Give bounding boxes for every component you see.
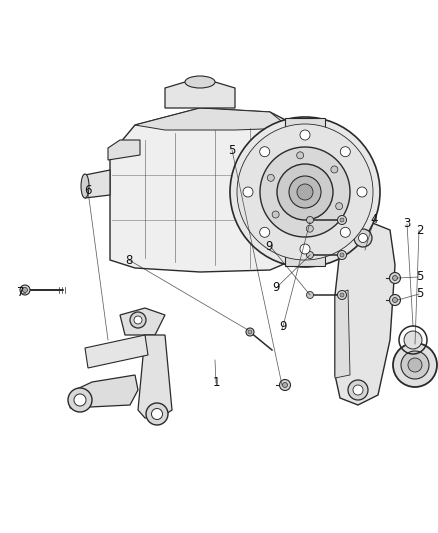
Circle shape — [152, 408, 162, 419]
Ellipse shape — [185, 76, 215, 88]
Circle shape — [260, 147, 350, 237]
Circle shape — [297, 184, 313, 200]
Circle shape — [392, 297, 398, 303]
Circle shape — [130, 312, 146, 328]
Circle shape — [237, 124, 373, 260]
Circle shape — [340, 147, 350, 157]
Polygon shape — [138, 335, 172, 418]
Circle shape — [267, 174, 274, 181]
Circle shape — [307, 292, 314, 298]
Polygon shape — [165, 82, 235, 108]
Circle shape — [338, 251, 346, 260]
Circle shape — [392, 276, 398, 280]
Polygon shape — [335, 222, 395, 405]
Text: 1: 1 — [213, 376, 221, 389]
Text: 7: 7 — [17, 286, 25, 298]
Circle shape — [246, 328, 254, 336]
Text: 5: 5 — [416, 287, 423, 300]
Circle shape — [230, 117, 380, 267]
Circle shape — [20, 285, 30, 295]
Text: 2: 2 — [416, 224, 424, 237]
Circle shape — [340, 227, 350, 237]
Circle shape — [353, 385, 363, 395]
Text: 9: 9 — [265, 240, 273, 253]
Text: 3: 3 — [404, 217, 411, 230]
Circle shape — [340, 293, 344, 297]
Polygon shape — [285, 256, 325, 266]
Circle shape — [297, 152, 304, 159]
Circle shape — [358, 233, 367, 243]
Circle shape — [307, 216, 314, 223]
Polygon shape — [85, 170, 110, 198]
Circle shape — [243, 187, 253, 197]
Polygon shape — [85, 335, 148, 368]
Circle shape — [331, 166, 338, 173]
Circle shape — [389, 295, 400, 305]
Circle shape — [393, 343, 437, 387]
Text: 5: 5 — [416, 270, 423, 282]
Circle shape — [357, 187, 367, 197]
Circle shape — [300, 130, 310, 140]
Polygon shape — [335, 290, 350, 378]
Circle shape — [283, 383, 287, 387]
Circle shape — [134, 316, 142, 324]
Text: 9: 9 — [272, 281, 280, 294]
Polygon shape — [70, 375, 138, 408]
Circle shape — [260, 227, 270, 237]
Circle shape — [340, 253, 344, 257]
Circle shape — [306, 225, 313, 232]
Circle shape — [248, 330, 252, 334]
Circle shape — [260, 147, 270, 157]
Polygon shape — [110, 108, 305, 272]
Text: 5: 5 — [229, 144, 236, 157]
Circle shape — [272, 211, 279, 218]
Circle shape — [300, 244, 310, 254]
Polygon shape — [135, 108, 290, 130]
Text: 8: 8 — [126, 254, 133, 266]
Circle shape — [279, 379, 290, 391]
Circle shape — [338, 290, 346, 300]
Circle shape — [289, 176, 321, 208]
Circle shape — [307, 252, 314, 259]
Circle shape — [338, 215, 346, 224]
Circle shape — [408, 358, 422, 372]
Circle shape — [348, 380, 368, 400]
Circle shape — [404, 331, 422, 349]
Circle shape — [354, 229, 372, 247]
Circle shape — [277, 164, 333, 220]
Circle shape — [146, 403, 168, 425]
Circle shape — [401, 351, 429, 379]
Text: 6: 6 — [84, 184, 92, 197]
Text: 9: 9 — [279, 320, 286, 333]
Ellipse shape — [81, 174, 89, 198]
Circle shape — [74, 394, 86, 406]
Circle shape — [22, 287, 28, 293]
Circle shape — [68, 388, 92, 412]
Circle shape — [389, 272, 400, 284]
Polygon shape — [108, 140, 140, 160]
Polygon shape — [285, 118, 325, 128]
Circle shape — [340, 218, 344, 222]
Text: 4: 4 — [371, 213, 378, 226]
Polygon shape — [120, 308, 165, 335]
Circle shape — [336, 203, 343, 209]
